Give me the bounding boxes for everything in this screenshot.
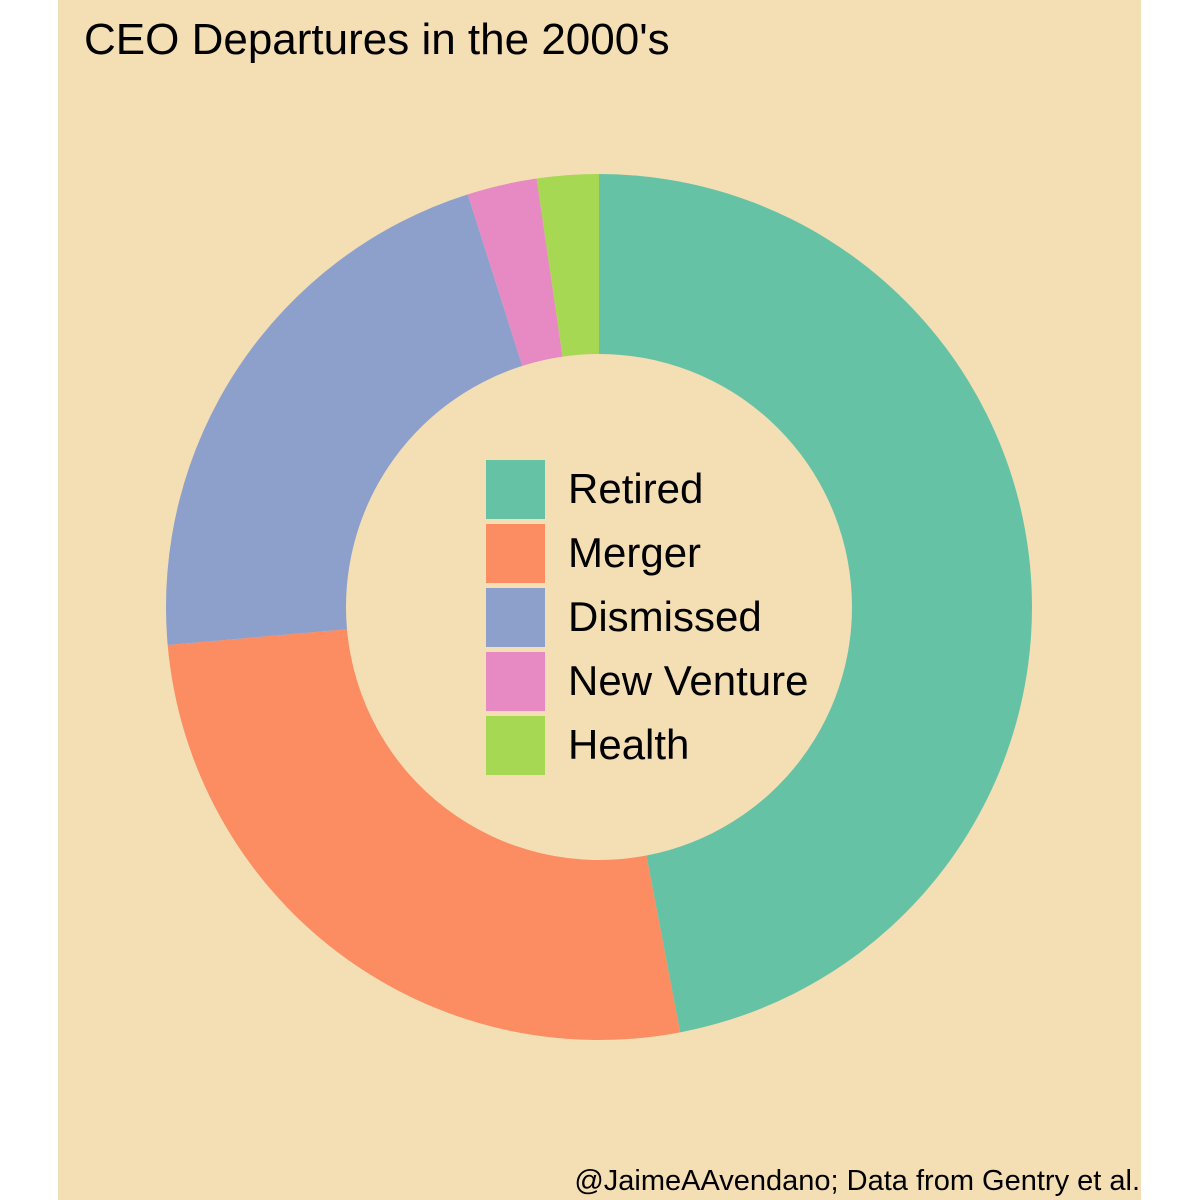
donut-slice-retired — [599, 174, 1032, 1033]
donut-slice-health — [536, 174, 599, 357]
legend-label-dismissed: Dismissed — [568, 593, 762, 640]
legend-label-new-venture: New Venture — [568, 657, 809, 704]
chart-caption: @JaimeAAvendano; Data from Gentry et al. — [574, 1165, 1140, 1197]
donut-slice-merger — [167, 629, 681, 1040]
legend-key-new-venture — [486, 652, 545, 711]
legend-key-dismissed — [486, 588, 545, 647]
legend-key-retired — [486, 460, 545, 519]
donut-slice-new-venture — [467, 178, 563, 366]
legend-key-health — [486, 716, 545, 775]
donut-slice-dismissed — [166, 194, 523, 646]
legend-label-merger: Merger — [568, 529, 702, 576]
chart-title: CEO Departures in the 2000's — [84, 15, 670, 64]
legend-key-merger — [486, 524, 545, 583]
legend-label-retired: Retired — [568, 465, 704, 512]
legend-label-health: Health — [568, 721, 690, 768]
